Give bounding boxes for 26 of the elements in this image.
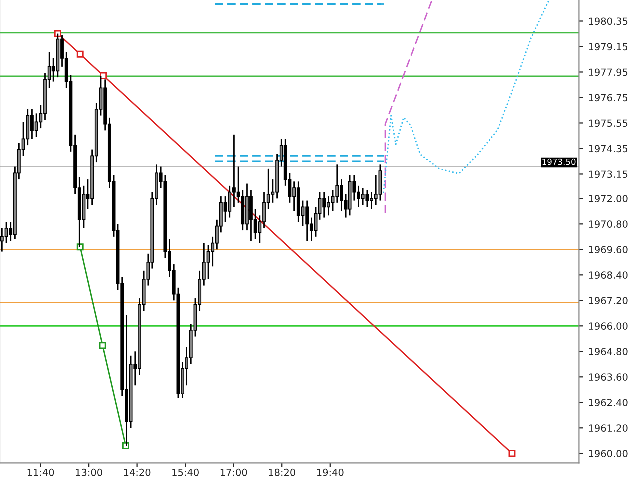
ref-line-label: 1973.50 [542,158,576,166]
x-tick-label: 15:40 [172,468,199,476]
y-tick-label: 1969.60 [589,246,628,254]
x-tick-label: 11:40 [28,468,54,476]
y-tick-label: 1970.80 [589,220,628,228]
y-tick-label: 1980.35 [589,18,628,26]
y-tick-label: 1962.40 [589,399,628,406]
y-tick-label: 1976.75 [589,94,628,102]
x-tick-label: 17:00 [220,468,248,476]
y-tick-label: 1967.20 [589,297,628,304]
y-tick-label: 1973.15 [589,170,628,178]
x-tick-label: 19:40 [317,468,344,476]
y-tick-label: 1963.60 [589,374,628,381]
x-tick-label: 13:00 [76,468,102,476]
y-tick-label: 1975.55 [589,120,628,128]
x-tick-label: 14:20 [124,468,151,476]
y-tick-label: 1964.80 [589,348,628,356]
y-tick-label: 1977.95 [589,68,628,76]
y-tick-label: 1968.40 [589,272,628,279]
y-tick-label: 1974.35 [589,145,628,153]
y-tick-label: 1966.00 [589,322,628,330]
y-tick-label: 1972.00 [589,195,628,202]
x-tick-label: 18:20 [269,468,296,476]
y-tick-label: 1979.15 [589,43,628,51]
y-tick-label: 1961.20 [589,424,628,432]
y-tick-label: 1960.00 [589,450,628,458]
